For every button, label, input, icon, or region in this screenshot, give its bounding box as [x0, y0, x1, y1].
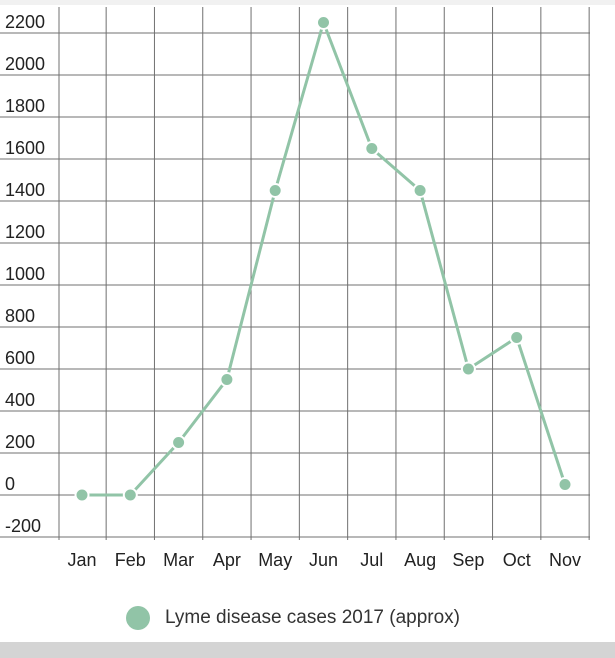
x-axis-tick-labels: Jan Feb Mar Apr May Jun Jul Aug Sep Oct Nov [67, 550, 581, 570]
y-tick-label: 1400 [5, 180, 45, 200]
x-tick-label: Jul [360, 550, 383, 570]
bottom-bar [0, 642, 615, 658]
legend[interactable]: Lyme disease cases 2017 (approx) [126, 606, 460, 630]
x-tick-label: Mar [163, 550, 194, 570]
x-tick-label: Jun [309, 550, 338, 570]
data-point[interactable] [460, 361, 476, 377]
x-tick-label: Aug [404, 550, 436, 570]
data-point[interactable] [122, 487, 138, 503]
data-point[interactable] [74, 487, 90, 503]
x-tick-label: May [258, 550, 292, 570]
data-point[interactable] [412, 183, 428, 198]
series-points [74, 15, 573, 503]
data-point[interactable] [171, 435, 187, 450]
data-point[interactable] [267, 183, 283, 198]
y-tick-label: 1200 [5, 222, 45, 242]
legend-label: Lyme disease cases 2017 (approx) [165, 607, 461, 628]
y-tick-label: 2000 [5, 54, 45, 74]
x-tick-label: Oct [503, 550, 531, 570]
data-point[interactable] [219, 372, 235, 387]
x-tick-label: Nov [549, 550, 581, 570]
y-tick-label: 600 [5, 348, 35, 368]
y-tick-label: 800 [5, 306, 35, 326]
y-tick-label: 0 [5, 474, 15, 494]
y-tick-label: 200 [5, 432, 35, 452]
y-tick-label: 1800 [5, 96, 45, 116]
data-point[interactable] [316, 15, 331, 30]
x-tick-label: Sep [452, 550, 484, 570]
chart-grid [0, 7, 590, 540]
x-tick-label: Feb [115, 550, 146, 570]
top-border [0, 0, 615, 5]
data-point[interactable] [557, 477, 573, 492]
y-tick-label: 2200 [5, 12, 45, 32]
data-point[interactable] [509, 330, 525, 345]
y-tick-label: 1600 [5, 138, 45, 158]
y-tick-label: 400 [5, 390, 35, 410]
x-tick-label: Apr [213, 550, 241, 570]
x-tick-label: Jan [67, 550, 96, 570]
y-axis-tick-labels: -200 0 200 400 600 800 1000 1200 1400 1600 1800 200… [5, 12, 45, 536]
y-tick-label: 1000 [5, 264, 45, 284]
data-point[interactable] [364, 141, 380, 156]
y-tick-label: -200 [5, 516, 41, 536]
legend-swatch-icon [126, 606, 150, 630]
line-chart: -200 0 200 400 600 800 1000 1200 1400 1600 1800 200… [0, 7, 590, 570]
